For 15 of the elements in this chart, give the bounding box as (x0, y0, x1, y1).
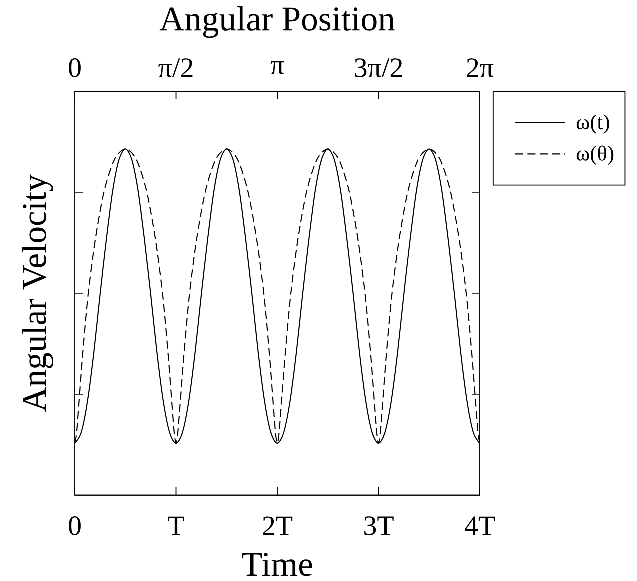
x-axis-title: Time (242, 553, 312, 576)
x-tick-label: 2T (263, 516, 293, 536)
x-tick-label: 0 (69, 516, 81, 536)
x-tick-label: 4T (464, 516, 496, 536)
y-axis-title: Angular Velocity (22, 174, 54, 412)
x2-tick-label: 2π (467, 58, 494, 78)
x-tick-label: T (168, 516, 184, 536)
x2-tick-label: 3π/2 (355, 58, 402, 78)
x-tick-label: 3T (364, 516, 394, 536)
x2-axis-title: Angular Position (160, 6, 395, 38)
legend-label: ω(t) (576, 114, 610, 134)
legend-label: ω(θ) (576, 146, 614, 166)
x2-tick-label: π (270, 61, 284, 75)
x2-tick-label: π/2 (158, 58, 193, 78)
x2-tick-label: 0 (69, 58, 81, 78)
